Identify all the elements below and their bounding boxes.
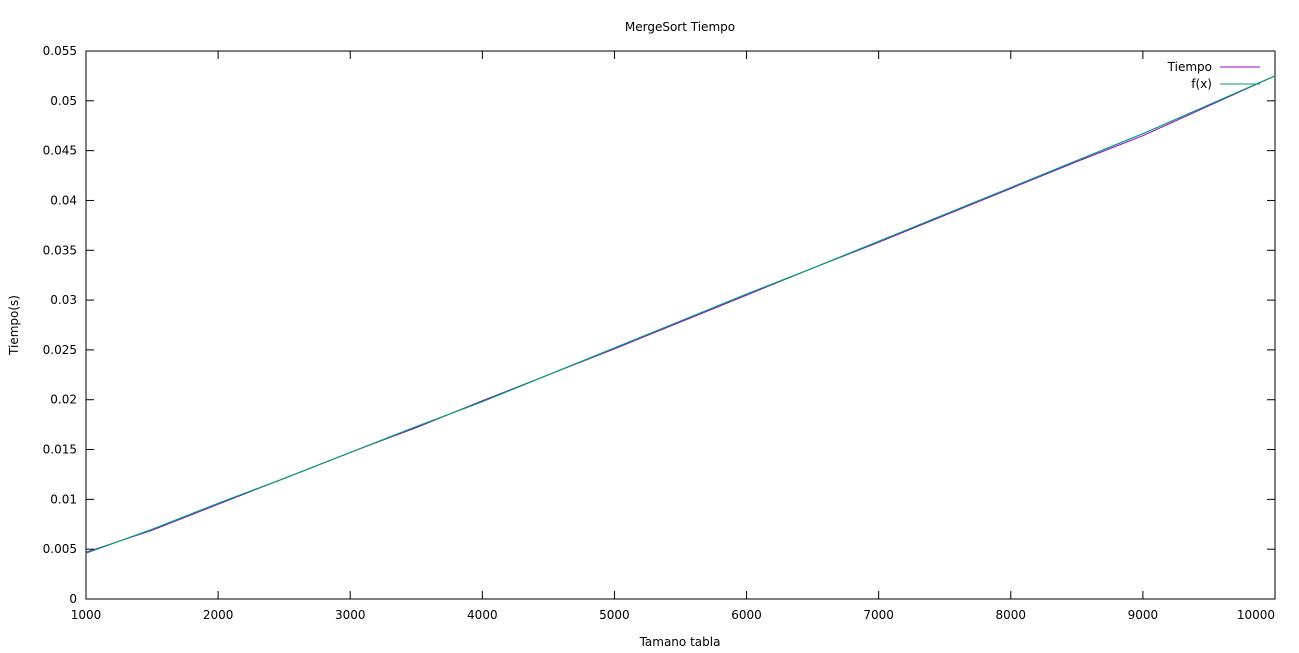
legend: Tiempo f(x) (1167, 60, 1260, 91)
y-tick-label: 0.015 (43, 443, 77, 457)
x-axis-label: Tamano tabla (639, 635, 721, 649)
y-tick-label: 0.02 (50, 393, 77, 407)
legend-label: f(x) (1191, 77, 1212, 91)
x-axis: 1000 2000 3000 4000 5000 6000 7000 8000 9000 1000… (71, 51, 1276, 622)
x-tick-label: 4000 (467, 608, 498, 622)
x-tick-label: 7000 (863, 608, 894, 622)
x-tick-label: 3000 (335, 608, 366, 622)
y-tick-label: 0.03 (50, 293, 77, 307)
y-tick-label: 0.045 (43, 144, 77, 158)
x-tick-label: 10000 (1237, 608, 1275, 622)
series-line-fx (85, 75, 1276, 554)
x-tick-label: 5000 (599, 608, 630, 622)
chart-title: MergeSort Tiempo (625, 20, 735, 34)
y-tick-label: 0 (69, 592, 77, 606)
x-tick-label: 2000 (203, 608, 234, 622)
series-layer (85, 75, 1276, 554)
x-tick-label: 6000 (731, 608, 762, 622)
y-tick-label: 0.05 (50, 94, 77, 108)
y-axis: 0 0.005 0.01 0.015 0.02 0.025 0.03 0.035 0.04 0.0… (43, 44, 1275, 606)
y-tick-label: 0.025 (43, 343, 77, 357)
y-tick-label: 0.01 (50, 492, 77, 506)
y-tick-label: 0.035 (43, 243, 77, 257)
y-tick-label: 0.055 (43, 44, 77, 58)
x-tick-label: 1000 (71, 608, 102, 622)
y-tick-label: 0.005 (43, 542, 77, 556)
legend-label: Tiempo (1167, 60, 1212, 74)
y-tick-label: 0.04 (50, 193, 77, 207)
plot-frame (85, 50, 1276, 600)
y-axis-label: Tiempo(s) (7, 295, 21, 356)
x-tick-label: 9000 (1128, 608, 1159, 622)
x-tick-label: 8000 (996, 608, 1027, 622)
series-line-tiempo (85, 75, 1276, 553)
